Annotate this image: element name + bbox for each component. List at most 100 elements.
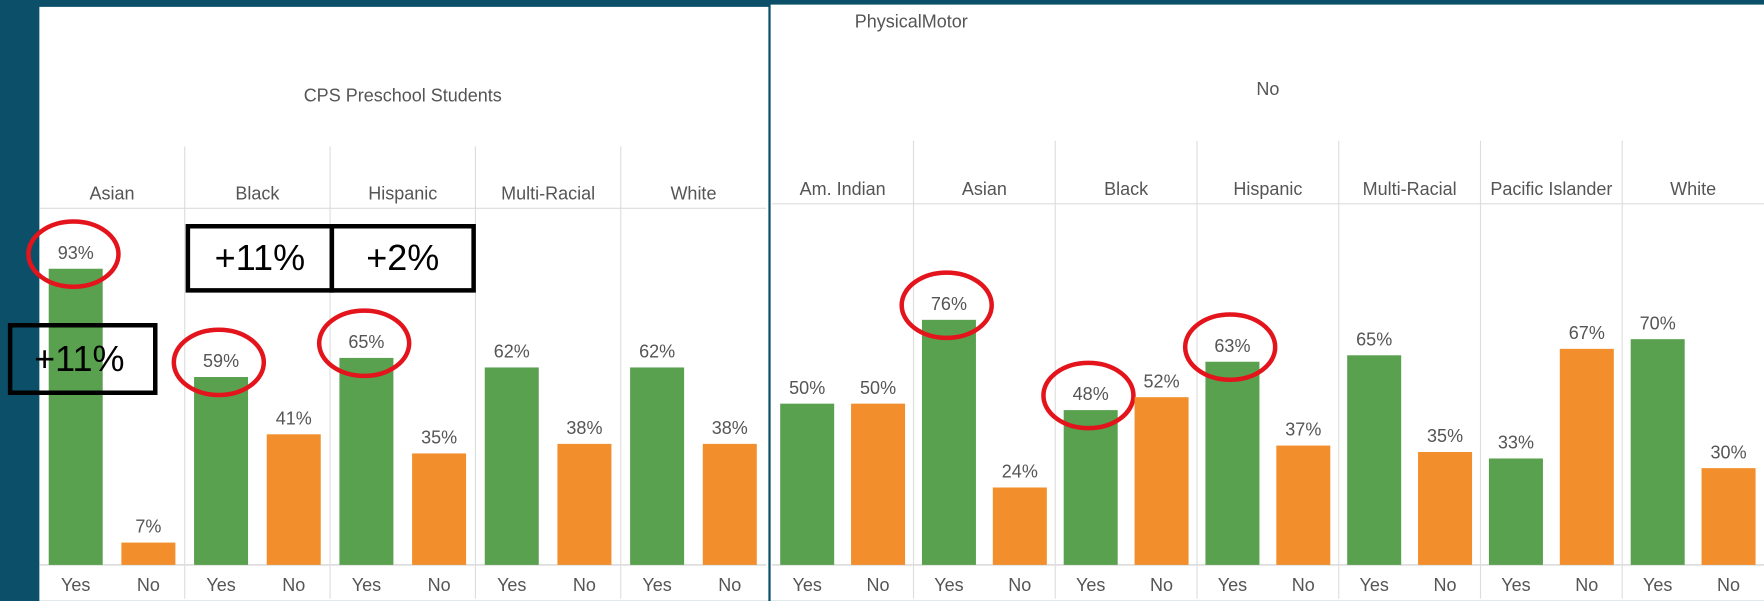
annotation: +2% — [366, 237, 439, 278]
x-label: Yes — [1076, 575, 1105, 595]
x-label: No — [1717, 575, 1740, 595]
x-label: No — [718, 575, 741, 595]
bar — [780, 403, 835, 565]
value-label: 35% — [1427, 426, 1463, 446]
annotation: +11% — [215, 237, 305, 278]
category-label: Black — [1104, 179, 1149, 199]
value-label: 67% — [1569, 323, 1605, 343]
value-label: 7% — [135, 517, 161, 537]
value-label: 65% — [348, 332, 384, 352]
x-label: No — [573, 575, 596, 595]
value-label: 38% — [566, 418, 602, 438]
bar — [484, 367, 539, 565]
x-label: Yes — [793, 575, 822, 595]
x-label: Yes — [61, 575, 90, 595]
value-label: 30% — [1711, 442, 1747, 462]
x-label: No — [137, 575, 160, 595]
category-label: Am. Indian — [800, 179, 886, 199]
bar — [266, 434, 321, 565]
category-label: White — [1670, 179, 1716, 199]
value-label: 37% — [1285, 420, 1321, 440]
bar — [1701, 468, 1756, 565]
value-label: 33% — [1498, 433, 1534, 453]
value-label: 63% — [1214, 336, 1250, 356]
value-label: 50% — [860, 378, 896, 398]
bar — [992, 487, 1047, 565]
highlight-circle — [899, 270, 994, 341]
bar — [194, 377, 249, 565]
value-label: 62% — [639, 342, 675, 362]
bar — [1205, 361, 1260, 565]
bar — [1276, 445, 1331, 565]
value-label: 52% — [1144, 371, 1180, 391]
category-label: Asian — [90, 184, 135, 204]
x-label: No — [1434, 575, 1457, 595]
bar — [1559, 348, 1614, 565]
x-label: Yes — [1501, 575, 1530, 595]
bar — [48, 268, 103, 565]
x-label: No — [1292, 575, 1315, 595]
x-label: No — [1575, 575, 1598, 595]
category-label: White — [670, 184, 716, 204]
highlight-circle — [1182, 312, 1278, 382]
bar — [557, 443, 612, 565]
x-label: Yes — [1360, 575, 1389, 595]
category-label: Hispanic — [1233, 179, 1302, 199]
bar — [1630, 339, 1685, 565]
annotation: +11% — [34, 338, 124, 379]
bar — [1063, 410, 1118, 565]
highlight-circle — [316, 308, 412, 379]
value-label: 24% — [1002, 462, 1038, 482]
chart-title: No — [1256, 79, 1279, 99]
x-label: No — [867, 575, 890, 595]
x-label: Yes — [352, 575, 381, 595]
bar — [412, 453, 467, 565]
x-label: No — [1150, 575, 1173, 595]
value-label: 70% — [1640, 313, 1676, 333]
bar — [702, 443, 757, 565]
category-label: Pacific Islander — [1490, 179, 1612, 199]
bar — [121, 542, 176, 565]
category-label: Multi-Racial — [501, 184, 595, 204]
bar — [921, 319, 976, 565]
annotation-box — [7, 323, 158, 395]
value-label: 65% — [1356, 329, 1392, 349]
category-label: Asian — [962, 179, 1007, 199]
x-label: Yes — [934, 575, 963, 595]
value-label: 41% — [276, 408, 312, 428]
x-label: Yes — [206, 575, 235, 595]
bar — [630, 367, 685, 565]
x-label: Yes — [642, 575, 671, 595]
x-label: No — [428, 575, 451, 595]
chart-title: CPS Preschool Students — [304, 86, 502, 106]
highlight-circle — [171, 327, 267, 398]
x-label: No — [282, 575, 305, 595]
bar — [1488, 458, 1543, 565]
highlight-circle — [26, 219, 121, 289]
value-label: 59% — [203, 351, 239, 371]
highlight-circle — [1041, 360, 1136, 431]
x-label: Yes — [497, 575, 526, 595]
x-label: Yes — [1643, 575, 1672, 595]
value-label: 38% — [712, 418, 748, 438]
value-label: 93% — [58, 243, 94, 263]
bar — [851, 403, 906, 565]
value-label: 76% — [931, 294, 967, 314]
bar — [1418, 452, 1473, 565]
category-label: Black — [235, 184, 280, 204]
bar — [1134, 397, 1189, 565]
value-label: 50% — [789, 378, 825, 398]
category-label: Multi-Racial — [1363, 179, 1457, 199]
value-label: 62% — [494, 342, 530, 362]
x-label: Yes — [1218, 575, 1247, 595]
bar — [339, 357, 394, 565]
value-label: 35% — [421, 428, 457, 448]
chart-header: PhysicalMotor — [855, 11, 968, 31]
annotation-box — [329, 224, 476, 293]
value-label: 48% — [1073, 384, 1109, 404]
annotation-box — [185, 224, 335, 293]
bar — [1347, 355, 1402, 565]
category-label: Hispanic — [368, 184, 437, 204]
